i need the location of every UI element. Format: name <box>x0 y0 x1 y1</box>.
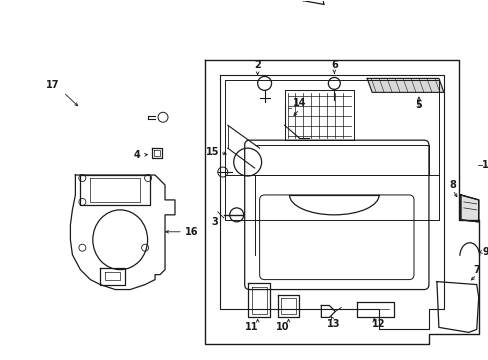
Text: 5: 5 <box>415 100 422 110</box>
Polygon shape <box>366 78 443 93</box>
Text: 10: 10 <box>275 323 289 332</box>
Text: 7: 7 <box>472 265 479 275</box>
Text: 2: 2 <box>254 60 261 71</box>
Text: 17: 17 <box>46 80 59 90</box>
Text: 15: 15 <box>205 147 219 157</box>
Polygon shape <box>460 195 478 222</box>
Text: 13: 13 <box>326 319 339 329</box>
Text: 16: 16 <box>185 227 198 237</box>
Text: 8: 8 <box>448 180 455 190</box>
Text: 14: 14 <box>292 98 305 108</box>
Text: 12: 12 <box>372 319 385 329</box>
Text: 11: 11 <box>244 323 258 332</box>
Text: 4: 4 <box>134 150 140 160</box>
Text: 1: 1 <box>481 160 488 170</box>
Text: 3: 3 <box>211 217 218 227</box>
Text: 9: 9 <box>481 247 488 257</box>
Text: 6: 6 <box>330 60 337 71</box>
